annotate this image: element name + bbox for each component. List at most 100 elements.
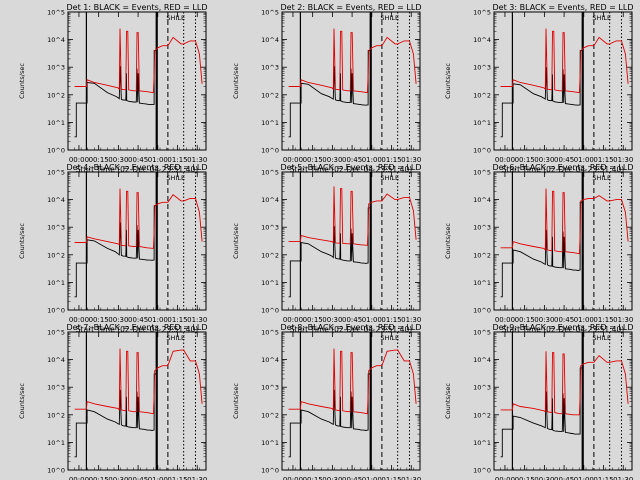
detector-panel-5: 00:00 00:15 00:30 00:45 01:00 01:15 01:30 10^0 1… <box>232 163 421 334</box>
series-events-line <box>500 50 583 138</box>
y-tick-label: 10^5 <box>47 169 65 177</box>
y-tick-label: 10^0 <box>473 147 491 155</box>
series-lld-line <box>500 188 629 255</box>
y-tick-label: 10^3 <box>473 224 491 232</box>
x-tick-label: 01:15 <box>167 476 187 480</box>
y-tick-label: 10^4 <box>261 196 279 204</box>
y-tick-label: 10^4 <box>47 196 65 204</box>
y-tick-label: 10^0 <box>261 307 279 315</box>
y-tick-label: 10^1 <box>473 439 491 447</box>
x-tick-label: 00:15 <box>89 316 109 324</box>
panel-title: Det 6: BLACK = Events, RED = LLD <box>493 163 634 172</box>
x-tick-label: 01:00 <box>148 316 168 324</box>
x-tick-label: 00:00 <box>283 316 303 324</box>
y-tick-label: 10^3 <box>47 224 65 232</box>
x-tick-label: 00:00 <box>69 316 89 324</box>
x-tick-label: 00:45 <box>554 476 574 480</box>
y-tick-label: 10^5 <box>473 329 491 337</box>
y-tick-label: 10^3 <box>261 224 279 232</box>
y-tick-label: 10^3 <box>47 64 65 72</box>
x-tick-label: 01:15 <box>381 156 401 164</box>
plot-frame <box>493 171 633 311</box>
panel-title: Det 9: BLACK = Events, RED = LLD <box>493 323 634 332</box>
x-axis-label: Start Time (02-Dec-04 23:51:40) <box>290 325 412 334</box>
x-tick-label: 00:45 <box>342 156 362 164</box>
y-tick-label: 10^1 <box>473 119 491 127</box>
y-tick-label: 10^4 <box>47 356 65 364</box>
x-tick-label: 00:00 <box>495 316 515 324</box>
y-tick-label: 10^2 <box>261 251 279 259</box>
x-tick-label: 00:15 <box>303 316 323 324</box>
x-tick-label: 00:45 <box>128 476 148 480</box>
y-axis-label: Counts/sec <box>232 383 240 419</box>
panel-title: Det 7: BLACK = Events, RED = LLD <box>67 323 208 332</box>
y-tick-label: 10^1 <box>473 279 491 287</box>
x-tick-label: 00:00 <box>283 156 303 164</box>
x-tick-label: 01:00 <box>148 156 168 164</box>
plot-frame <box>67 11 207 151</box>
y-tick-label: 10^0 <box>261 147 279 155</box>
x-tick-label: 01:00 <box>148 476 168 480</box>
y-axis-label: Counts/sec <box>18 63 26 99</box>
y-tick-label: 10^3 <box>47 384 65 392</box>
y-axis-label: Counts/sec <box>18 223 26 259</box>
plot-frame <box>281 331 421 471</box>
x-tick-label: 01:00 <box>574 156 594 164</box>
x-tick-label: 00:15 <box>515 156 535 164</box>
y-tick-label: 10^5 <box>261 9 279 17</box>
series-lld-line <box>500 28 629 94</box>
x-tick-label: 00:30 <box>534 476 554 480</box>
x-axis-label: Start Time (02-Dec-04 23:51:40) <box>76 325 198 334</box>
series-events-line <box>500 367 583 458</box>
detector-panel-8: 00:00 00:15 00:30 00:45 01:00 01:15 01:30 10^0 1… <box>232 323 421 480</box>
x-tick-label: 00:30 <box>534 316 554 324</box>
y-tick-label: 10^2 <box>473 251 491 259</box>
x-tick-label: 01:30 <box>187 476 207 480</box>
y-tick-label: 10^5 <box>473 9 491 17</box>
x-axis-label: Start Time (02-Dec-04 23:51:40) <box>502 325 624 334</box>
series-lld-line <box>74 28 203 94</box>
series-events-line <box>74 50 157 138</box>
y-tick-label: 10^0 <box>47 467 65 475</box>
x-tick-label: 00:15 <box>515 316 535 324</box>
series-events-line <box>74 205 157 298</box>
y-tick-label: 10^4 <box>473 36 491 44</box>
x-tick-label: 01:00 <box>574 476 594 480</box>
annotation-label: SHILE <box>592 334 611 342</box>
x-tick-label: 00:15 <box>303 156 323 164</box>
panel-title: Det 5: BLACK = Events, RED = LLD <box>281 163 422 172</box>
y-tick-label: 10^1 <box>47 439 65 447</box>
series-lld-line <box>288 28 417 94</box>
y-tick-label: 10^0 <box>473 467 491 475</box>
x-tick-label: 01:15 <box>593 316 613 324</box>
y-tick-label: 10^0 <box>47 147 65 155</box>
annotation-label: SHILE <box>592 174 611 182</box>
y-axis-label: Counts/sec <box>232 223 240 259</box>
y-axis-label: Counts/sec <box>232 63 240 99</box>
y-tick-label: 10^3 <box>261 384 279 392</box>
x-tick-label: 01:30 <box>187 156 207 164</box>
x-tick-label: 01:30 <box>401 316 421 324</box>
panel-title: Det 3: BLACK = Events, RED = LLD <box>493 3 634 12</box>
x-tick-label: 00:45 <box>342 476 362 480</box>
x-axis-label: Start Time (02-Dec-04 23:51:40) <box>502 165 624 174</box>
y-tick-label: 10^4 <box>473 356 491 364</box>
y-axis-label: Counts/sec <box>444 223 452 259</box>
panel-title: Det 8: BLACK = Events, RED = LLD <box>281 323 422 332</box>
y-tick-label: 10^1 <box>47 119 65 127</box>
y-tick-label: 10^1 <box>261 279 279 287</box>
y-tick-label: 10^4 <box>47 36 65 44</box>
x-tick-label: 00:45 <box>342 316 362 324</box>
y-tick-label: 10^2 <box>473 411 491 419</box>
x-tick-label: 00:45 <box>128 156 148 164</box>
x-tick-label: 00:30 <box>108 316 128 324</box>
y-tick-label: 10^5 <box>261 329 279 337</box>
y-tick-label: 10^4 <box>473 196 491 204</box>
x-tick-label: 01:15 <box>593 476 613 480</box>
x-tick-label: 00:15 <box>303 476 323 480</box>
annotation-label: SHILE <box>380 174 399 182</box>
annotation-label: SHILE <box>166 174 185 182</box>
x-axis-label: Start Time (02-Dec-04 23:51:40) <box>290 165 412 174</box>
plot-frame <box>281 11 421 151</box>
